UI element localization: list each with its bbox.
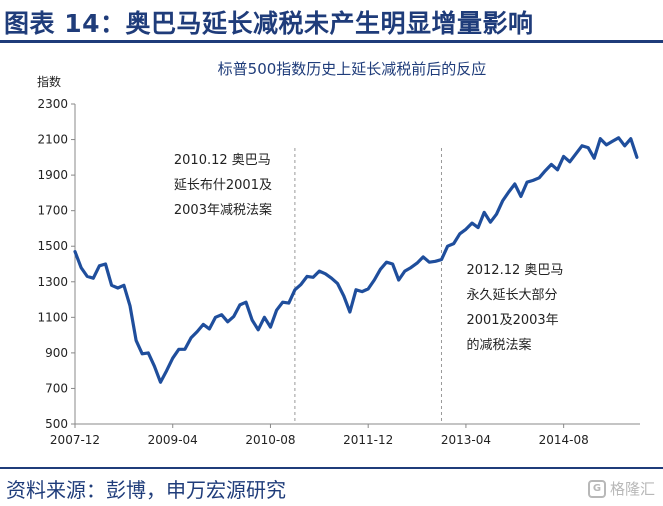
annotation-text: 2010.12 奥巴马 <box>174 153 271 168</box>
y-tick-label: 2300 <box>37 97 68 111</box>
chart-area: 标普500指数历史上延长减税前后的反应指数 2300 2100 1900 1700 150… <box>0 44 663 460</box>
y-tick-label: 900 <box>45 346 68 360</box>
chart-title: 标普500指数历史上延长减税前后的反应 <box>218 60 487 78</box>
x-tick-label: 2014-08 <box>539 433 589 447</box>
x-tick-label: 2013-04 <box>441 433 491 447</box>
y-tick-label: 1100 <box>37 310 68 324</box>
annotation-text: 永久延长大部分 <box>466 288 557 303</box>
y-tick-label: 1500 <box>37 239 68 253</box>
y-tick-label: 2100 <box>37 133 68 147</box>
y-tick-label: 1700 <box>37 204 68 218</box>
y-tick-label: 500 <box>45 417 68 431</box>
y-axis-label: 指数 <box>37 74 61 89</box>
footer-divider <box>0 467 663 469</box>
x-tick-label: 2011-12 <box>343 433 393 447</box>
watermark: G 格隆汇 <box>587 478 655 499</box>
header-divider <box>0 40 663 43</box>
annotation-text: 延长布什2001及 <box>174 178 272 193</box>
y-tick-label: 700 <box>45 381 68 395</box>
source-note: 资料来源：彭博，申万宏源研究 <box>6 478 286 502</box>
figure-title: 图表 14：奥巴马延长减税未产生明显增量影响 <box>4 9 534 38</box>
x-tick-label: 2007-12 <box>50 433 100 447</box>
annotation-text: 的减税法案 <box>466 337 531 353</box>
watermark-text: 格隆汇 <box>609 480 655 498</box>
figure-header: 图表 14：奥巴马延长减税未产生明显增量影响 <box>0 0 663 44</box>
series-line-sp500 <box>73 136 639 384</box>
annotation-text: 2001及2003年 <box>466 313 558 328</box>
annotation-text: 2003年减税法案 <box>174 203 272 218</box>
x-tick-label: 2010-08 <box>245 433 295 447</box>
gelonghui-logo-icon: G <box>587 479 606 498</box>
x-tick-label: 2009-04 <box>148 433 198 447</box>
y-tick-label: 1900 <box>37 168 68 182</box>
annotation-text: 2012.12 奥巴马 <box>466 263 563 278</box>
y-tick-label: 1300 <box>37 275 68 289</box>
